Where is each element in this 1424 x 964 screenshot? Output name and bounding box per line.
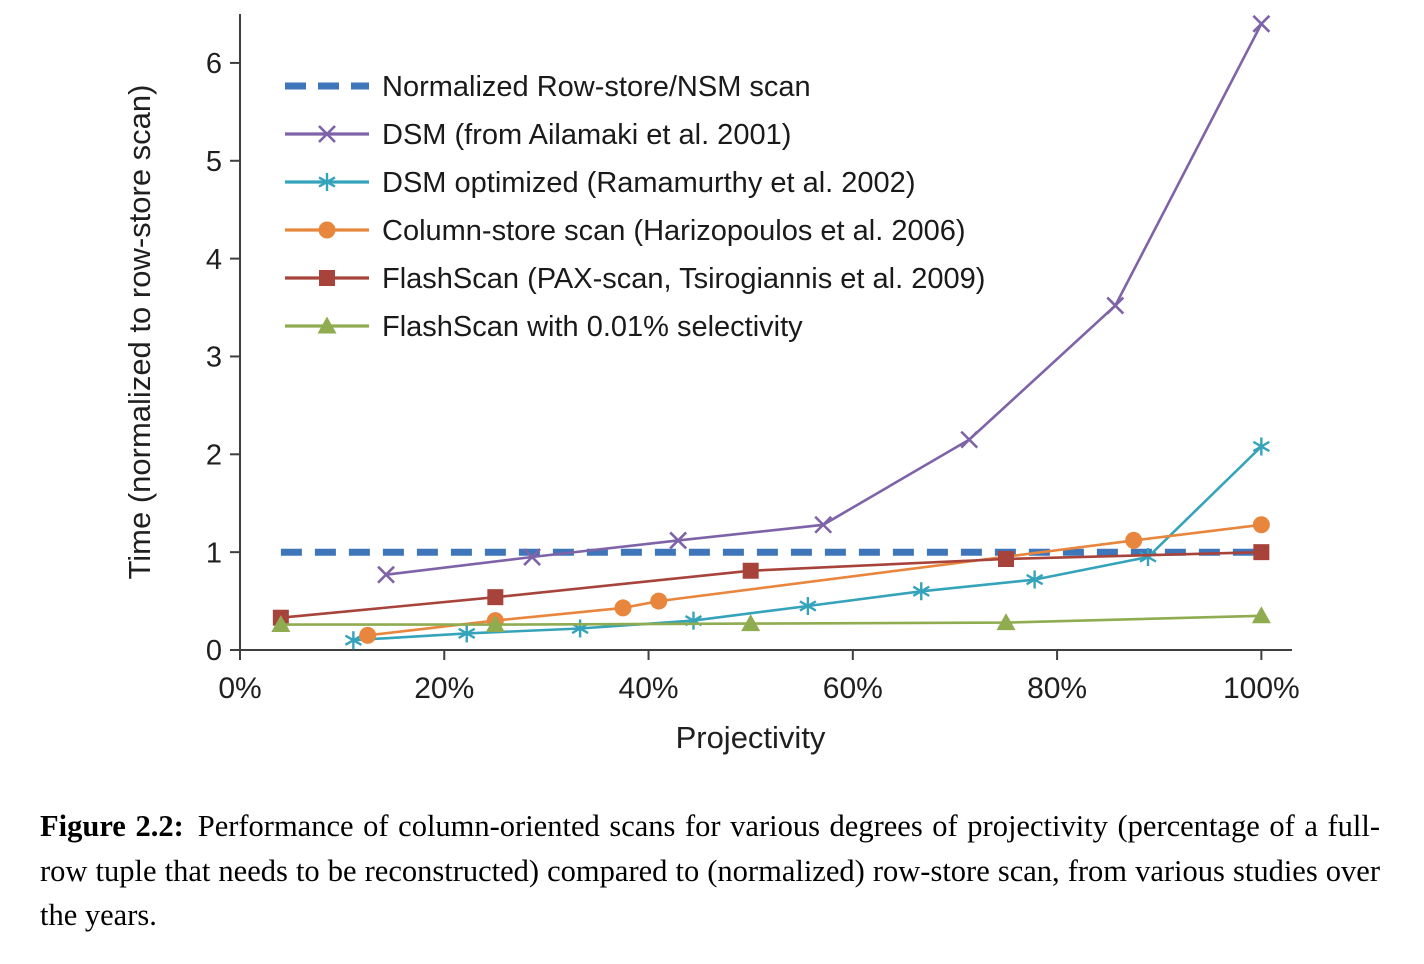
- square-marker: [742, 562, 759, 579]
- asterisk-marker: [458, 624, 476, 643]
- square-marker: [487, 589, 504, 606]
- asterisk-marker: [318, 173, 336, 191]
- series-line: [385, 23, 1263, 576]
- y-tick-label: 6: [206, 48, 222, 80]
- y-tick-label: 4: [206, 244, 222, 276]
- figure-label: Figure 2.2:: [40, 809, 184, 843]
- x-axis-title: Projectivity: [676, 720, 826, 755]
- triangle-marker: [317, 316, 337, 334]
- x-marker: [814, 515, 833, 534]
- series-line: [280, 614, 1262, 626]
- circle-marker: [318, 221, 336, 239]
- legend-label: Column-store scan (Harizopoulos et al. 2…: [382, 215, 966, 247]
- caption-text: Performance of column-oriented scans for…: [40, 809, 1380, 933]
- legend-item: FlashScan (PAX-scan, Tsirogiannis et al.…: [285, 263, 985, 295]
- series-1: [377, 14, 1271, 584]
- y-tick-label: 3: [206, 342, 222, 374]
- triangle-marker: [996, 613, 1016, 631]
- x-marker: [1252, 14, 1271, 33]
- legend-item: FlashScan with 0.01% selectivity: [285, 311, 803, 343]
- legend-label: Normalized Row-store/NSM scan: [382, 71, 811, 103]
- x-tick-label: 100%: [1223, 672, 1300, 705]
- square-marker: [319, 270, 335, 286]
- triangle-marker: [485, 615, 505, 633]
- asterisk-marker: [799, 596, 817, 615]
- circle-marker: [614, 599, 632, 617]
- triangle-marker: [1251, 606, 1271, 624]
- y-axis-title: Time (normalized to row-store scan): [122, 85, 157, 580]
- legend-label: DSM (from Ailamaki et al. 2001): [382, 119, 791, 151]
- asterisk-marker: [1252, 437, 1270, 456]
- legend-item: Normalized Row-store/NSM scan: [285, 71, 811, 103]
- series-line: [280, 550, 1262, 619]
- y-tick-label: 2: [206, 439, 222, 471]
- x-tick-label: 80%: [1027, 672, 1087, 705]
- asterisk-marker: [1026, 570, 1044, 589]
- x-tick-label: 0%: [218, 672, 261, 705]
- square-marker: [1253, 544, 1270, 561]
- y-tick-label: 5: [206, 146, 222, 178]
- y-tick-label: 1: [206, 537, 222, 569]
- circle-marker: [1252, 516, 1270, 534]
- triangle-marker: [741, 614, 761, 632]
- legend-item: DSM optimized (Ramamurthy et al. 2002): [285, 167, 915, 199]
- x-marker: [318, 125, 336, 143]
- x-tick-label: 60%: [823, 672, 883, 705]
- circle-marker: [650, 592, 668, 610]
- series-line: [367, 523, 1262, 637]
- x-marker: [960, 430, 979, 449]
- legend-label: FlashScan with 0.01% selectivity: [382, 311, 803, 343]
- figure-caption: Figure 2.2: Performance of column-oriente…: [40, 804, 1380, 938]
- legend-label: FlashScan (PAX-scan, Tsirogiannis et al.…: [382, 263, 985, 295]
- x-tick-label: 20%: [414, 672, 474, 705]
- x-tick-label: 40%: [619, 672, 679, 705]
- triangle-marker: [271, 615, 291, 633]
- circle-marker: [359, 626, 377, 644]
- series-3: [359, 516, 1270, 644]
- legend-item: DSM (from Ailamaki et al. 2001): [285, 119, 791, 151]
- legend-item: Column-store scan (Harizopoulos et al. 2…: [285, 215, 966, 247]
- x-marker: [377, 565, 395, 584]
- x-marker: [523, 548, 542, 566]
- performance-chart: 0 1 2 3 4 5 6 0% 20% 40% 60% 80% 100% Projectivity Tim…: [122, 14, 1300, 755]
- series-5: [271, 606, 1271, 633]
- series-4: [272, 544, 1270, 626]
- x-marker: [1106, 296, 1125, 315]
- legend-label: DSM optimized (Ramamurthy et al. 2002): [382, 167, 915, 199]
- y-tick-label: 0: [206, 635, 222, 667]
- circle-marker: [1125, 531, 1143, 549]
- asterisk-marker: [912, 582, 930, 601]
- asterisk-marker: [344, 631, 362, 650]
- square-marker: [998, 551, 1015, 568]
- x-marker: [669, 531, 688, 550]
